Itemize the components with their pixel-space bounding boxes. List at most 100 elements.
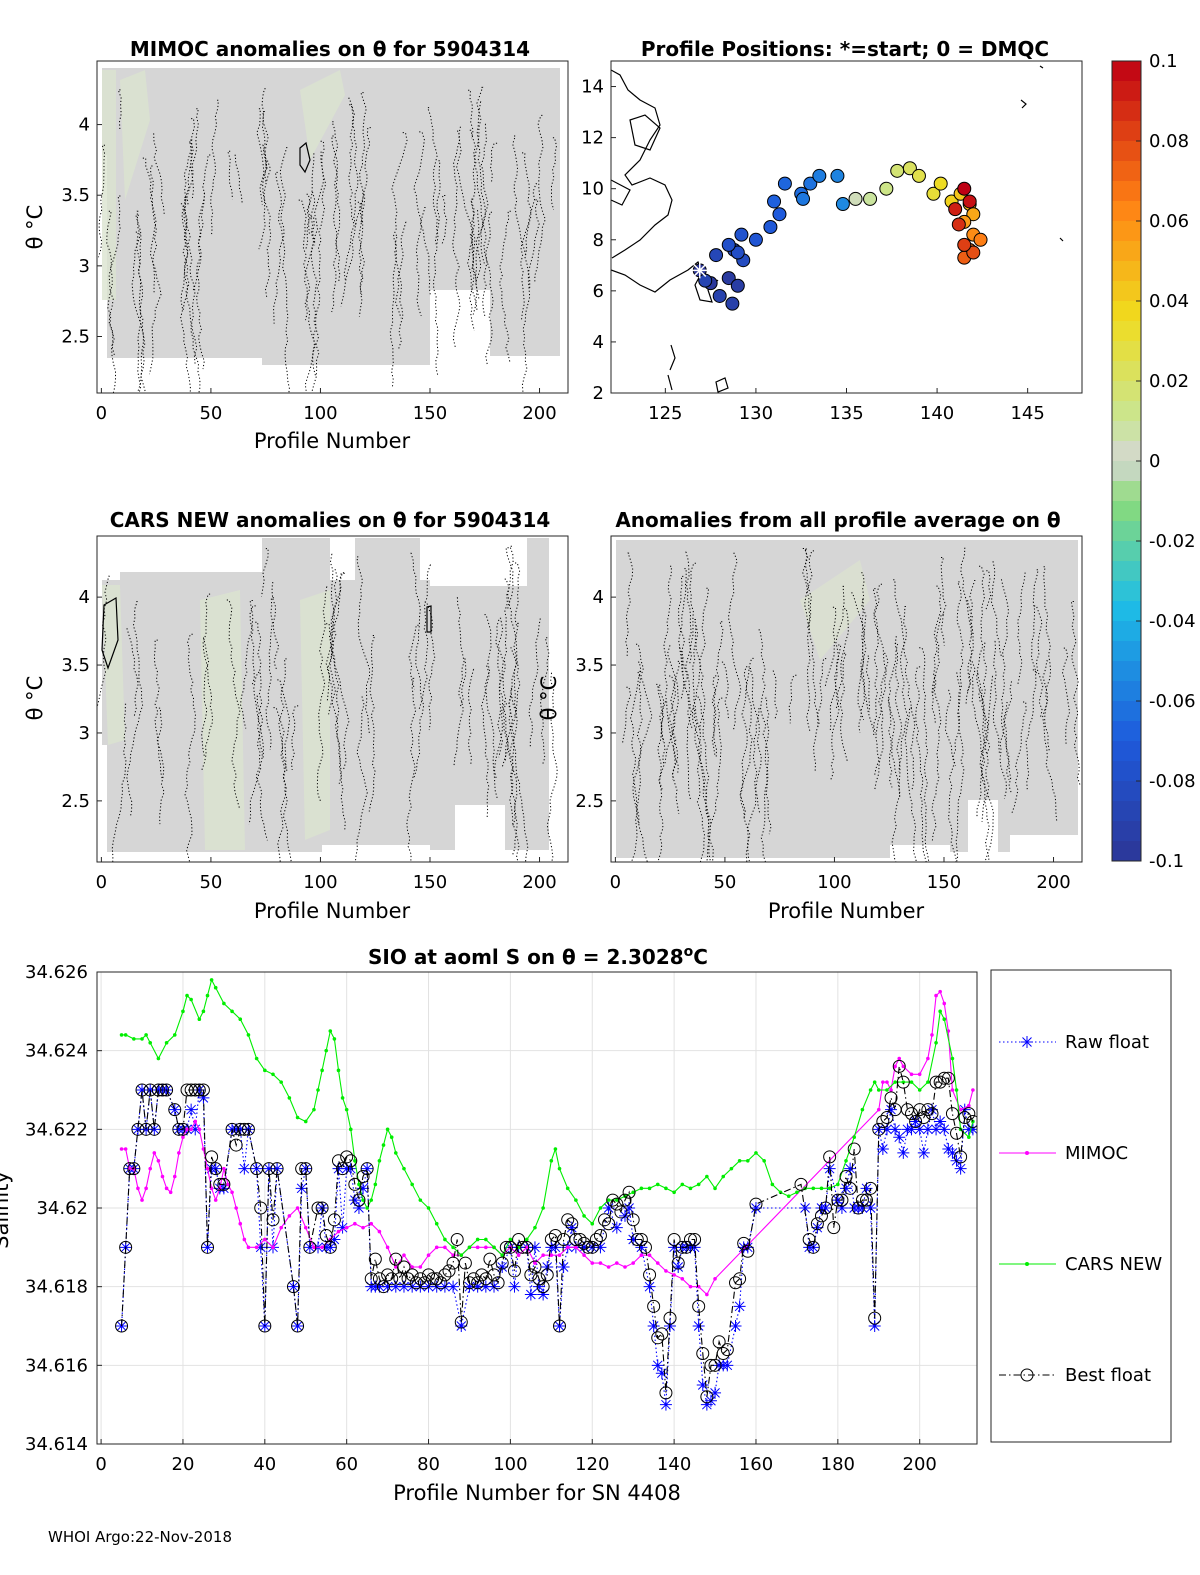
data-point [729, 1166, 734, 1171]
anomaly-contour-line [117, 89, 122, 130]
data-point [541, 1206, 545, 1210]
anomaly-contour-line [919, 647, 930, 862]
data-point [655, 1261, 660, 1265]
anomaly-contour-line [1042, 660, 1058, 821]
anomaly-contour-line [888, 698, 901, 862]
data-point [864, 1202, 877, 1214]
colorbar-cell [1112, 501, 1141, 522]
data-point [258, 1319, 272, 1333]
data-point [819, 1186, 824, 1191]
colorbar-cell [1112, 461, 1141, 482]
data-point [418, 1265, 423, 1269]
data-point [369, 1221, 374, 1226]
track-point [721, 237, 736, 252]
data-point [123, 1147, 128, 1151]
colorbar-cell [1112, 381, 1141, 402]
anomaly-contour-line [126, 628, 139, 717]
data-point [926, 1080, 930, 1084]
track-point [835, 197, 850, 212]
x-tick-label: 125 [648, 403, 682, 424]
data-point [233, 1122, 247, 1136]
anomaly-contour-line [326, 572, 345, 701]
data-point [451, 1245, 455, 1250]
colorbar-cell [1112, 221, 1141, 242]
anomaly-contour-line [656, 683, 665, 861]
x-tick-label: 0 [610, 872, 621, 893]
data-point [598, 1261, 603, 1265]
colorbar-tick-label: -0.06 [1149, 691, 1196, 712]
anomaly-contour-line [234, 154, 243, 204]
data-point [311, 1201, 325, 1215]
data-point [533, 1261, 537, 1265]
data-point [246, 1033, 251, 1037]
data-point [512, 1232, 526, 1246]
legend-item: CARS NEW [999, 1254, 1162, 1275]
data-point [168, 1190, 173, 1195]
data-point [156, 1159, 161, 1163]
data-point [602, 1202, 615, 1214]
anomaly-contour-line [456, 126, 478, 312]
colorbar-cell [1112, 681, 1141, 702]
track-point [863, 191, 878, 206]
anomaly-contour-line [348, 97, 359, 227]
track-point [902, 161, 917, 176]
data-point [709, 1386, 722, 1399]
anomaly-contour-line [504, 696, 514, 761]
anomaly-contour-line [201, 637, 210, 758]
anomaly-contour-line [865, 655, 870, 713]
x-tick-label: 0 [96, 403, 107, 424]
data-point [615, 1198, 619, 1202]
data-point [152, 1151, 157, 1155]
data-point [934, 993, 938, 998]
series-line [121, 978, 974, 1257]
colorbar-cell [1112, 841, 1141, 862]
legend-label: MIMOC [1065, 1143, 1128, 1164]
data-point [909, 1115, 922, 1128]
data-point [389, 1280, 402, 1293]
anomaly-contour-line [893, 579, 909, 772]
data-point [577, 1236, 591, 1250]
anomaly-contour-line [727, 552, 742, 730]
data-point [160, 1174, 165, 1179]
colorbar-cell [1112, 101, 1141, 122]
legend: Raw float MIMOC CARS NEW Best float [990, 969, 1172, 1443]
data-point [565, 1245, 570, 1250]
anomaly-contour-line [484, 614, 498, 799]
anomaly-contour-line [508, 622, 520, 862]
anomaly-contour-line [248, 695, 264, 825]
anomaly-contour-line [135, 231, 147, 393]
anomaly-contour-closed [101, 596, 119, 670]
colorbar-cell [1112, 541, 1141, 562]
anomaly-contour-line [180, 203, 201, 393]
data-point [340, 1096, 345, 1100]
anomaly-contour-line [976, 672, 986, 818]
anomaly-contour-closed [299, 141, 311, 174]
colorbar-tick-label: 0.1 [1149, 51, 1178, 72]
data-point [286, 1280, 300, 1294]
data-point [814, 1209, 828, 1223]
data-point [884, 1091, 898, 1105]
y-tick-label: 3 [593, 723, 604, 744]
anomaly-contour-line [824, 606, 837, 688]
data-point [945, 1107, 959, 1121]
data-point [360, 1162, 374, 1176]
anomaly-contour-line [358, 92, 367, 317]
track-point [777, 176, 792, 191]
anomaly-contour-line [97, 144, 106, 258]
x-tick-label: 100 [303, 403, 337, 424]
legend-item: Raw float [999, 1032, 1149, 1053]
series-cars-new [119, 978, 975, 1257]
anomaly-contour-line [472, 210, 482, 315]
data-point [324, 1048, 329, 1053]
anomaly-contour-line [305, 153, 315, 251]
anomaly-contours [97, 86, 558, 393]
colorbar-tick-label: 0.02 [1149, 371, 1189, 392]
data-point [320, 1245, 324, 1250]
track-point [721, 271, 736, 286]
data-point [222, 1166, 226, 1171]
anomaly-contour-line [261, 548, 269, 597]
data-point [860, 1182, 873, 1195]
data-point [540, 1268, 554, 1282]
float-track [691, 161, 988, 311]
data-point [631, 1190, 635, 1195]
